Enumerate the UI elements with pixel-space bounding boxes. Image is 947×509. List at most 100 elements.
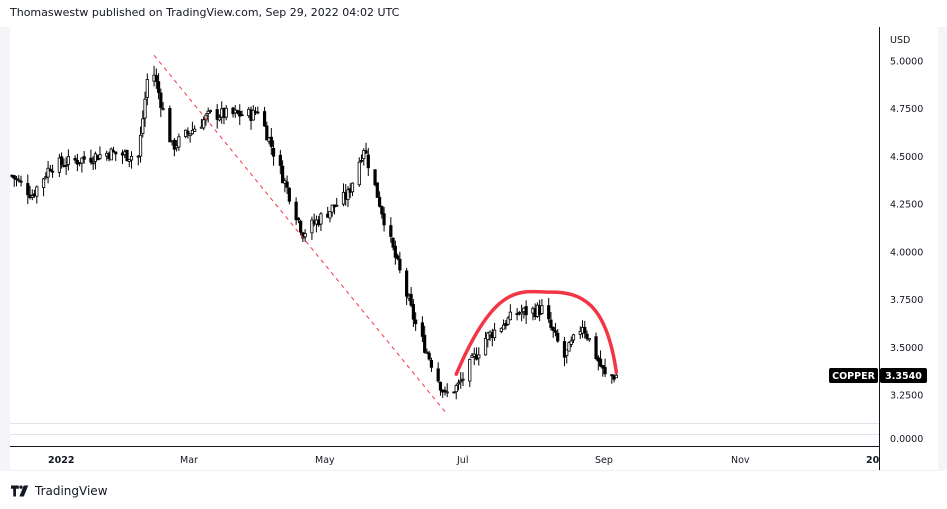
svg-text:COPPER: COPPER (832, 371, 875, 382)
candle (80, 157, 84, 164)
candle (114, 151, 118, 155)
footer-branding[interactable]: TradingView (11, 484, 108, 498)
candle (48, 168, 52, 172)
candle (294, 201, 298, 221)
candle (452, 391, 456, 394)
candle (154, 75, 158, 82)
candle (125, 149, 129, 162)
candle (328, 210, 332, 219)
candle (499, 327, 503, 332)
candle (310, 219, 314, 234)
price-tick: 4.7500 (890, 104, 923, 115)
candle (603, 366, 607, 375)
candle (26, 183, 30, 196)
time-tick: Nov (731, 455, 750, 466)
candle (396, 255, 400, 259)
time-tick: Mar (180, 455, 198, 466)
candle (57, 157, 61, 173)
lower-pane-tick: 0.0000 (890, 434, 923, 445)
time-tick: May (315, 455, 335, 466)
candle (238, 110, 242, 117)
currency-label: USD (890, 35, 910, 46)
rounded-top-arc[interactable] (454, 289, 619, 376)
left-margin (0, 27, 10, 471)
candle (46, 167, 50, 178)
candle (285, 181, 289, 188)
candle (454, 385, 458, 393)
candle (477, 354, 481, 359)
candle (414, 319, 418, 325)
candle (335, 204, 339, 207)
candle (109, 148, 113, 161)
candle (206, 110, 210, 114)
candle (556, 332, 560, 342)
candle (569, 340, 573, 345)
candle (461, 378, 465, 381)
time-tick: Sep (595, 455, 613, 466)
candle (159, 92, 163, 108)
candle (208, 110, 213, 112)
candle (30, 195, 34, 198)
candle (12, 175, 16, 179)
candle (610, 374, 614, 377)
candle (375, 182, 379, 198)
candle (540, 305, 544, 314)
candle (172, 139, 176, 150)
candle (141, 118, 145, 134)
candle (111, 150, 116, 153)
candle (364, 150, 368, 154)
candle (601, 365, 605, 369)
candle (411, 304, 415, 320)
candle (73, 157, 77, 161)
candle (587, 338, 591, 341)
candle (50, 170, 55, 173)
candle (296, 217, 300, 221)
candle (547, 305, 551, 320)
candle (377, 196, 382, 207)
dashed-trendline[interactable] (153, 54, 448, 415)
candle (362, 150, 366, 160)
candle (60, 156, 64, 165)
candle (468, 358, 472, 382)
candle (520, 311, 524, 315)
last-price-tag: 3.3540 (880, 368, 927, 383)
candle (350, 182, 355, 193)
candle (224, 107, 228, 118)
price-tick: 4.2500 (890, 200, 923, 211)
candle (190, 129, 194, 135)
candle (202, 119, 206, 129)
candle (251, 109, 255, 121)
candle (459, 380, 463, 383)
candle (299, 220, 303, 233)
candle (380, 206, 384, 215)
candle (506, 317, 510, 325)
candle (35, 186, 39, 197)
publication-attribution: Thomaswestw published on TradingView.com… (10, 6, 400, 19)
candle (486, 332, 490, 341)
candle (409, 293, 413, 306)
tradingview-logo-icon (11, 485, 29, 497)
candle (188, 133, 192, 136)
candlestick-series[interactable] (10, 65, 618, 400)
candle (438, 381, 443, 391)
time-tick: 20 (866, 455, 880, 466)
candle (161, 108, 165, 110)
candle (262, 111, 267, 127)
candle (443, 389, 447, 392)
price-tick: 3.7500 (890, 295, 923, 306)
chart-background (10, 27, 938, 471)
candle (265, 125, 269, 141)
candle (445, 391, 449, 394)
candle (303, 233, 307, 238)
candle (420, 322, 425, 337)
candle (168, 108, 172, 143)
price-tick: 4.5000 (890, 152, 923, 163)
candle (14, 178, 19, 181)
candle (357, 161, 361, 186)
candle (585, 333, 589, 339)
price-tick: 3.5000 (890, 343, 923, 354)
candle (508, 311, 512, 321)
candle (427, 352, 431, 360)
candle (562, 341, 567, 358)
